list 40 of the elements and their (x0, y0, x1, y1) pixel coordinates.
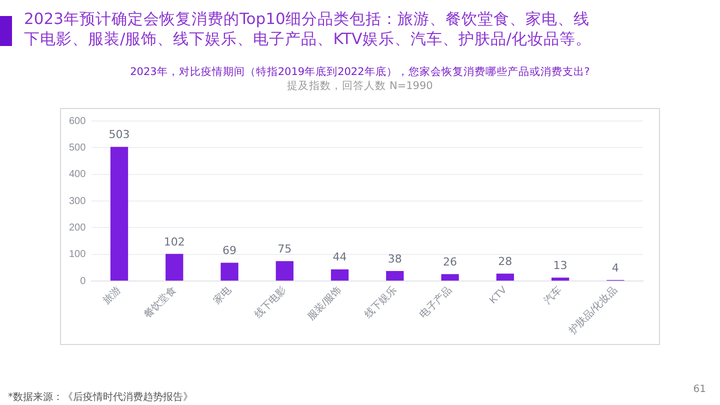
x-tick-label: 汽车 (542, 284, 564, 307)
x-tick-label: 护肤品/化妆品 (566, 284, 620, 338)
data-label: 503 (108, 128, 130, 142)
data-label: 28 (498, 255, 512, 268)
bar (441, 274, 459, 281)
bar (220, 262, 238, 281)
bar (551, 278, 570, 281)
x-tick-label: 线下娱乐 (362, 284, 399, 321)
y-tick-label: 600 (68, 116, 86, 127)
y-tick-label: 500 (68, 142, 86, 154)
bar (276, 261, 294, 281)
data-label: 38 (388, 252, 402, 266)
y-tick-label: 0 (80, 276, 86, 287)
data-label: 4 (612, 261, 619, 274)
data-label: 102 (164, 235, 185, 248)
y-tick-label: 300 (68, 196, 86, 207)
data-label: 26 (443, 256, 458, 269)
x-tick-label: 电子产品 (417, 284, 454, 321)
bar (110, 146, 128, 281)
bar (330, 269, 349, 281)
x-tick-label: 服装/服饰 (305, 284, 344, 323)
data-label: 44 (332, 250, 347, 264)
data-label: 75 (278, 242, 292, 256)
x-tick-label: 线下电影 (252, 284, 289, 321)
chart-subtitle: 2023年，对比疫情期间（特指2019年底到2022年底），您家会恢复消费哪些产品或消费支出? (129, 65, 591, 79)
bar (496, 274, 514, 281)
y-tick-label: 400 (68, 169, 86, 180)
bar (166, 254, 184, 281)
data-label: 69 (222, 244, 237, 258)
y-tick-label: 200 (68, 222, 86, 234)
text: 61 (693, 384, 706, 395)
chart-title: 2023年预计确定会恢复消费的Top10细分品类包括：旅游、餐饮堂食、家电、线下电影、服装/服饰、线下娱乐、电子产品、KTV娱乐、汽车、护肤品/化妆品等。 (24, 9, 592, 49)
data-label: 13 (553, 259, 568, 272)
x-tick-label: 旅游 (100, 284, 124, 307)
text: *数据来源：《后疫情时代消费趋势报告》 (8, 390, 193, 404)
x-tick-label: 家电 (210, 284, 234, 307)
x-tick-label: 餐饮堂食 (142, 284, 178, 321)
y-tick-label: 100 (68, 249, 86, 260)
text: 提及指数，回答人数 N=1990 (286, 79, 434, 93)
bar (386, 270, 404, 281)
